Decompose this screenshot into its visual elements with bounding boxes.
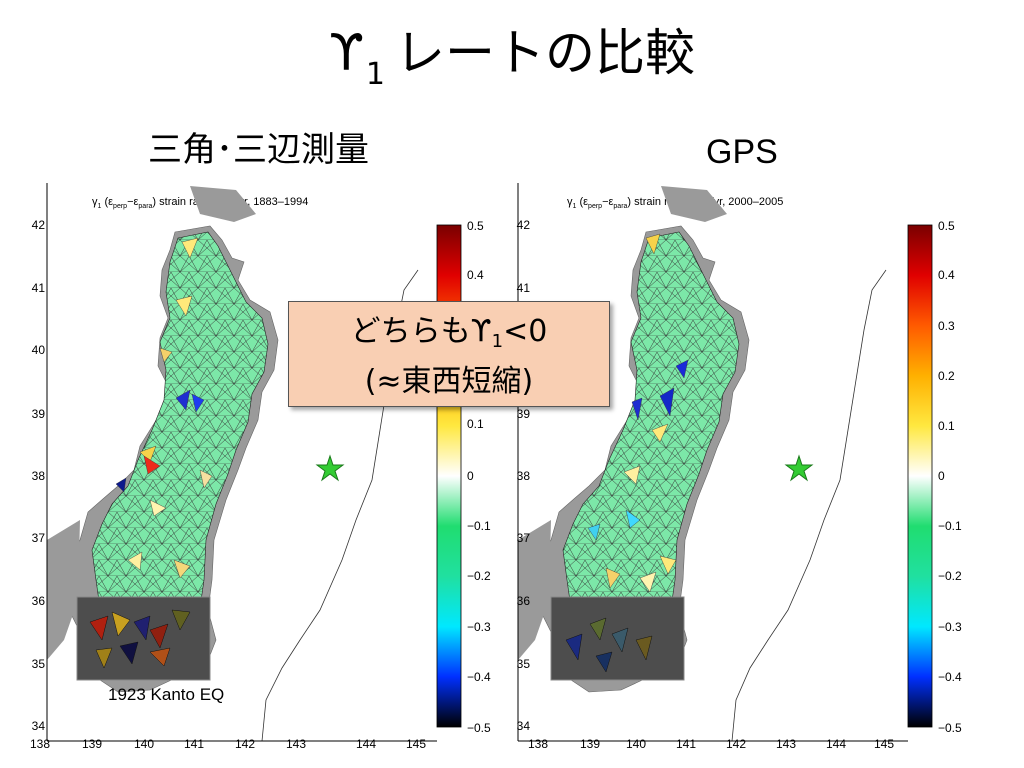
svg-text:143: 143 xyxy=(776,737,796,751)
left-land-sw xyxy=(47,520,80,660)
left-map: γ1 (εperp−εpara) strain rate, ppm/yr, 18… xyxy=(30,183,491,751)
svg-text:145: 145 xyxy=(874,737,894,751)
svg-text:−0.3: −0.3 xyxy=(938,620,962,634)
right-land-sw xyxy=(518,520,551,660)
svg-text:0.1: 0.1 xyxy=(938,419,955,433)
svg-text:0.5: 0.5 xyxy=(938,219,955,233)
svg-text:143: 143 xyxy=(286,737,306,751)
svg-text:35: 35 xyxy=(517,657,531,671)
svg-text:141: 141 xyxy=(184,737,204,751)
left-hokkaido xyxy=(190,186,256,222)
svg-text:−0.3: −0.3 xyxy=(467,620,491,634)
svg-text:−0.4: −0.4 xyxy=(938,670,962,684)
summary-callout: どちらもϒ1<0 (≈東西短縮) xyxy=(288,301,610,407)
svg-text:36: 36 xyxy=(32,594,46,608)
svg-text:−0.1: −0.1 xyxy=(467,519,491,533)
svg-text:−0.2: −0.2 xyxy=(467,569,491,583)
left-lon-ticks: 138 139 140 141 142 143 144 145 xyxy=(30,737,426,751)
svg-text:41: 41 xyxy=(517,281,531,295)
title-text: レートの比較 xyxy=(395,24,696,82)
callout-line2: (≈東西短縮) xyxy=(364,364,534,399)
left-lat-ticks: 34 35 36 37 38 39 40 41 42 xyxy=(32,218,46,733)
svg-text:144: 144 xyxy=(826,737,846,751)
svg-text:38: 38 xyxy=(32,469,46,483)
right-panel-heading: GPS xyxy=(706,133,778,171)
svg-text:37: 37 xyxy=(517,531,531,545)
svg-text:42: 42 xyxy=(32,218,46,232)
right-map: γ1 (εperp−εpara) strain rate, ppm/yr, 20… xyxy=(517,183,962,751)
svg-text:34: 34 xyxy=(32,719,46,733)
svg-text:142: 142 xyxy=(726,737,746,751)
svg-text:0.2: 0.2 xyxy=(938,369,955,383)
right-colorbar-ticks: 0.5 0.4 0.3 0.2 0.1 0 −0.1 −0.2 −0.3 −0.… xyxy=(938,219,962,735)
left-strain-highlights xyxy=(115,237,213,579)
svg-text:140: 140 xyxy=(134,737,154,751)
left-kanto-triangles xyxy=(89,609,191,669)
svg-text:140: 140 xyxy=(626,737,646,751)
svg-text:141: 141 xyxy=(676,737,696,751)
left-colorbar-ticks: 0.5 0.4 0.1 0 −0.1 −0.2 −0.3 −0.4 −0.5 xyxy=(467,219,491,735)
svg-text:41: 41 xyxy=(32,281,46,295)
right-hokkaido xyxy=(661,186,727,222)
left-epicenter-star-icon xyxy=(315,454,345,482)
svg-text:−0.5: −0.5 xyxy=(938,721,962,735)
svg-text:0: 0 xyxy=(938,469,945,483)
svg-text:36: 36 xyxy=(517,594,531,608)
svg-text:144: 144 xyxy=(356,737,376,751)
callout-line1: どちらもϒ1<0 xyxy=(350,314,548,352)
svg-text:0: 0 xyxy=(467,469,474,483)
gamma-subscript: 1 xyxy=(365,57,386,92)
right-lon-ticks: 138 139 140 141 142 143 144 145 xyxy=(528,737,894,751)
right-trench-line xyxy=(731,269,887,742)
right-colorbar xyxy=(907,224,933,728)
svg-text:142: 142 xyxy=(235,737,255,751)
svg-text:138: 138 xyxy=(30,737,50,751)
svg-text:−0.1: −0.1 xyxy=(938,519,962,533)
gamma-symbol: ϒ xyxy=(328,24,364,82)
svg-text:37: 37 xyxy=(32,531,46,545)
kanto-eq-caption: 1923 Kanto EQ xyxy=(108,685,225,704)
svg-text:145: 145 xyxy=(406,737,426,751)
svg-text:0.5: 0.5 xyxy=(467,219,484,233)
svg-text:138: 138 xyxy=(528,737,548,751)
slide-title: ϒ1 レートの比較 xyxy=(0,18,1024,110)
svg-text:0.4: 0.4 xyxy=(938,268,955,282)
right-kanto-triangles xyxy=(565,617,653,673)
svg-text:0.3: 0.3 xyxy=(938,319,955,333)
svg-text:39: 39 xyxy=(32,407,46,421)
right-strain-highlights xyxy=(587,233,689,593)
svg-text:34: 34 xyxy=(517,719,531,733)
left-panel-heading: 三角･三辺測量 xyxy=(148,130,369,170)
svg-text:42: 42 xyxy=(517,218,531,232)
left-kanto-inset xyxy=(76,596,211,681)
svg-text:139: 139 xyxy=(82,737,102,751)
svg-text:139: 139 xyxy=(580,737,600,751)
svg-text:−0.5: −0.5 xyxy=(467,721,491,735)
svg-text:−0.2: −0.2 xyxy=(938,569,962,583)
right-epicenter-star-icon xyxy=(784,454,814,482)
svg-text:38: 38 xyxy=(517,469,531,483)
svg-text:39: 39 xyxy=(517,407,531,421)
svg-text:0.1: 0.1 xyxy=(467,417,484,431)
svg-text:40: 40 xyxy=(32,343,46,357)
svg-text:−0.4: −0.4 xyxy=(467,670,491,684)
svg-text:35: 35 xyxy=(32,657,46,671)
svg-text:0.4: 0.4 xyxy=(467,268,484,282)
